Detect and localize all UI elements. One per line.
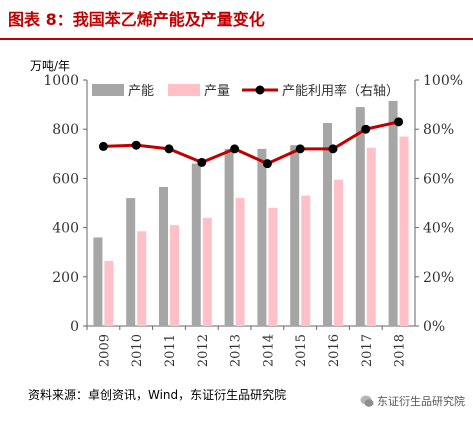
x-tick-label: 2014 — [261, 334, 276, 367]
line-marker — [164, 144, 174, 154]
bar-production — [301, 195, 311, 326]
bar-production — [334, 179, 343, 326]
legend-label-capacity: 产能 — [128, 84, 154, 99]
title-rule — [0, 38, 473, 40]
x-tick-label: 2015 — [294, 334, 309, 367]
bar-capacity — [290, 145, 300, 326]
bar-capacity — [126, 198, 136, 326]
bar-production — [366, 147, 376, 326]
x-tick-label: 2009 — [97, 334, 112, 367]
watermark: 东证衍生品研究院 — [360, 393, 465, 409]
y2-tick-label: 80% — [423, 122, 454, 138]
y2-tick-label: 60% — [423, 171, 454, 187]
page-title: 图表 8：我国苯乙烯产能及产量变化 — [8, 10, 265, 29]
bar-capacity — [93, 237, 103, 326]
legend-label-production: 产量 — [204, 84, 230, 99]
x-tick-label: 2010 — [130, 334, 145, 367]
line-marker — [262, 159, 272, 169]
line-marker — [197, 157, 207, 167]
bar-production — [268, 207, 278, 326]
y2-tick-label: 0% — [423, 319, 445, 335]
legend-swatch-production — [168, 84, 200, 96]
bar-capacity — [257, 148, 267, 326]
bar-production — [170, 225, 179, 326]
line-marker — [98, 141, 108, 151]
y-axis-unit-label: 万吨/年 — [30, 59, 70, 73]
legend-swatch-capacity — [92, 84, 124, 96]
bar-production — [202, 217, 212, 326]
line-marker — [361, 124, 371, 134]
watermark-text: 东证衍生品研究院 — [377, 395, 465, 408]
bar-capacity — [388, 100, 398, 326]
source-note: 资料来源：卓创资讯，Wind，东证衍生品研究院 — [28, 388, 287, 402]
x-tick-label: 2013 — [229, 334, 244, 367]
legend-label-utilization: 产能利用率（右轴） — [282, 83, 399, 99]
plot-area: 0 200 400 600 800 1000 0% 20% 40% 60% 80% 100% 2009 2… — [43, 73, 463, 367]
y-tick-label: 800 — [52, 122, 79, 138]
y2-tick-label: 100% — [423, 73, 463, 89]
x-tick-label: 2012 — [196, 334, 211, 367]
line-marker — [328, 144, 338, 154]
y2-tick-label: 20% — [423, 270, 454, 286]
line-marker — [394, 117, 404, 127]
bar-capacity — [159, 187, 168, 326]
y-tick-label: 0 — [70, 319, 79, 335]
y-tick-label: 400 — [52, 221, 79, 237]
capacity-production-chart: 万吨/年 0 200 400 600 800 1000 0% 20% 40% 60% 80% 100%… — [30, 59, 463, 367]
line-marker — [230, 144, 240, 154]
x-tick-label: 2011 — [163, 334, 178, 367]
y-tick-label: 200 — [52, 270, 79, 286]
wechat-icon — [360, 395, 374, 407]
bar-capacity — [191, 163, 201, 326]
bar-capacity — [224, 148, 234, 326]
bar-production — [399, 136, 409, 326]
bar-capacity — [355, 107, 365, 326]
y-tick-label: 600 — [52, 171, 79, 187]
line-marker — [295, 144, 305, 154]
bar-production — [104, 260, 114, 326]
x-tick-label: 2017 — [360, 334, 375, 367]
x-tick-label: 2016 — [327, 334, 342, 367]
y2-tick-label: 40% — [423, 221, 454, 237]
bar-production — [137, 231, 147, 326]
line-marker — [131, 140, 141, 150]
x-tick-label: 2018 — [393, 334, 408, 367]
series-line-utilization — [103, 120, 399, 166]
legend-marker-utilization — [255, 85, 265, 95]
y-tick-label: 1000 — [43, 73, 79, 89]
bar-capacity — [323, 123, 332, 326]
bar-production — [235, 198, 245, 326]
